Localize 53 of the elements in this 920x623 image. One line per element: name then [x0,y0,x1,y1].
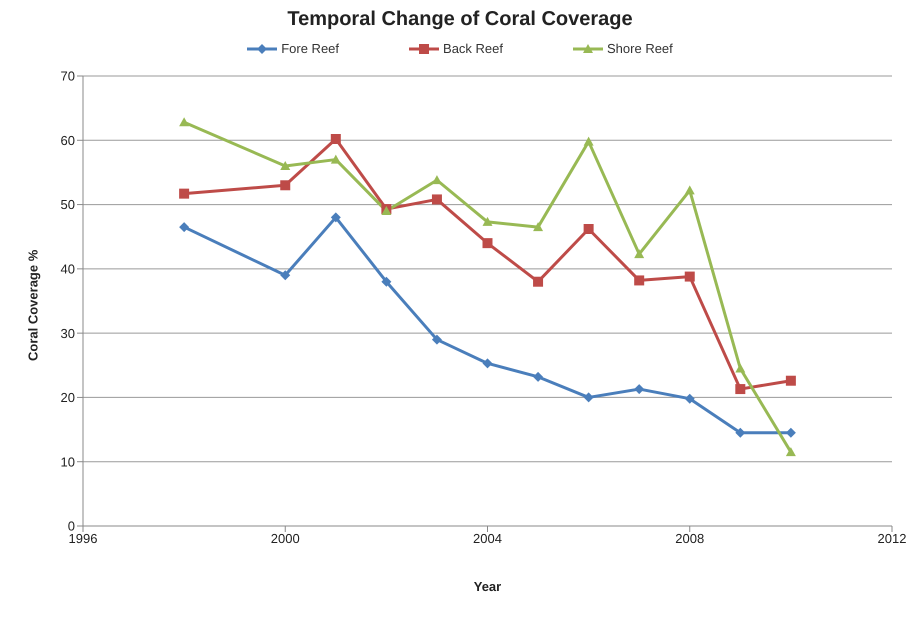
x-axis-title: Year [474,579,502,594]
point [786,428,796,438]
point [330,154,341,164]
y-axis-title: Coral Coverage % [26,249,41,361]
x-tick-label: 2008 [675,531,704,546]
point [330,212,341,222]
y-tick-label: 70 [60,68,75,84]
chart-title: Temporal Change of Coral Coverage [286,8,634,31]
legend-label: Shore Reef [607,41,673,56]
point [432,175,442,184]
point [735,364,746,372]
point [684,185,695,194]
point [432,334,442,345]
y-tick-label: 0 [68,518,75,534]
point [584,392,594,402]
point [786,376,796,386]
legend-label: Back Reef [443,41,504,56]
point [584,224,594,234]
x-tick-label: 2012 [878,531,906,546]
point [482,358,492,368]
point [533,222,544,232]
y-tick-label: 60 [60,132,75,148]
point [684,272,695,282]
y-tick-label: 20 [60,390,75,406]
point [634,249,644,258]
point [179,117,190,126]
x-tick-label: 2004 [473,531,502,546]
point [330,134,341,144]
point [533,372,544,382]
point [280,270,290,280]
point [432,194,442,204]
x-tick-label: 2000 [270,531,300,546]
point [482,238,492,248]
point [533,276,544,287]
x-tick-label: 1996 [68,531,98,546]
point [482,216,492,226]
point [179,222,190,232]
point [786,447,796,456]
point [584,136,594,146]
point [381,276,392,287]
y-tick-label: 30 [60,326,75,341]
y-tick-label: 10 [60,454,75,470]
point [684,394,695,404]
point [634,275,644,286]
point [634,384,644,394]
point [280,161,290,170]
y-tick-label: 50 [60,197,75,212]
point [280,180,290,190]
legend-label: Fore Reef [281,41,340,56]
point [735,428,746,438]
y-tick-label: 40 [60,261,75,276]
point [735,384,746,394]
point [179,188,190,199]
